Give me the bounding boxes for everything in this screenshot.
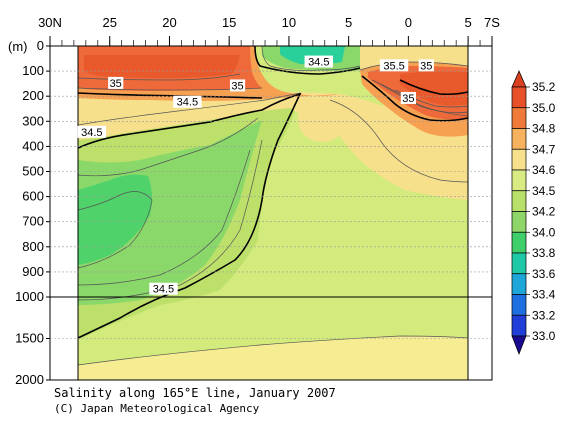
x-tick-label: 30N [38,15,62,30]
colorbar-label: 34.0 [532,225,556,239]
contour-line [261,45,361,71]
contour-label: 35 [231,80,243,92]
contour-label-bg [108,76,124,89]
colorbar-label: 33.6 [532,267,556,281]
axis-frame [49,45,493,381]
colorbar-label: 34.2 [532,205,556,219]
contour-label-bg [149,282,178,295]
contour-label: 35 [420,60,432,72]
chart-title: Salinity along 165°E line, January 2007 [54,386,336,400]
colorbar-label: 34.7 [532,142,556,156]
contour-label: 34.5 [153,284,174,296]
y-axis-ticks: 0 100 200 300 400 500 600 700 800 900 1000 1500 2000 [15,38,50,387]
colorbar-label: 34.6 [532,163,556,177]
fill-green-tongue [78,120,262,305]
contour-label-bg [173,95,202,108]
colorbar-label: 34.8 [532,122,556,136]
colorbar-segment [511,231,527,254]
colorbar-segment [511,190,527,212]
y-tick-label: 2000 [15,372,44,387]
x-tick-label: 5 [464,15,471,30]
colorbar-label: 33.0 [532,329,556,343]
fill-lens-5n [298,98,346,142]
fill-deep-yellow [78,336,468,380]
chart-credit: (C) Japan Meteorological Agency [54,402,260,415]
x-tick-label: 7S [484,15,500,30]
contour-label-bg [418,59,434,72]
contour-line [77,92,301,126]
contour-line [77,73,241,81]
y-axis-unit-label: (m) [8,39,28,54]
colorbar-segment [511,128,527,150]
contour-line [77,117,259,177]
contour-34-5-main [77,92,302,339]
colorbar-segment [511,148,527,171]
y-tick-label: 500 [22,164,44,179]
contour-label: 34.5 [177,97,198,109]
contour-label: 35.5 [383,60,404,72]
fill-light-yellow-top [78,92,468,200]
contour-line [359,61,469,71]
y-tick-label: 1000 [15,289,44,304]
x-tick-label: 5 [345,15,352,30]
y-tick-label: 200 [22,88,44,103]
grid-lines [50,70,492,339]
colorbar-segment [511,169,527,192]
contour-35-equatorial [361,75,469,122]
colorbar-segment [511,252,527,275]
contour-34-5-surface [254,45,361,75]
y-tick-label: 300 [22,113,44,128]
contour-line [77,191,153,269]
colorbar-segment [511,107,527,129]
fill-very-high-north [84,55,240,78]
x-axis-minor-ticks [49,40,493,46]
colorbar-label: 33.2 [532,308,556,322]
contour-line [329,99,469,183]
colorbar-label: 33.8 [532,246,556,260]
contour-35-5-equatorial [399,79,469,96]
y-tick-label: 100 [22,63,44,78]
contour-label-bg [304,55,333,68]
fill-equatorial-yellow [330,120,468,200]
x-tick-label: 25 [102,15,116,30]
contour-label-bg [229,79,246,92]
contour-label: 34.5 [308,57,329,69]
colorbar-segment [511,273,527,295]
colorbar-label: 35.2 [532,80,556,94]
contour-label-bg [77,125,107,138]
colorbar-segment [511,314,527,337]
colorbar: 35.2 35.0 34.8 34.7 34.6 34.5 34.2 34.0 33.8 33.6… [511,70,556,355]
contour-label-bg [379,59,409,72]
x-tick-label: 15 [222,15,236,30]
contour-label: 34.5 [81,127,102,139]
y-tick-label: 600 [22,189,44,204]
fill-equatorial-deep-red [400,71,468,106]
y-tick-label: 900 [22,264,44,279]
contour-label-bg [400,91,416,104]
colorbar-label: 35.0 [532,101,556,115]
y-tick-label: 0 [37,38,44,53]
y-tick-label: 700 [22,214,44,229]
contour-line [379,83,469,114]
fill-green-strong [78,174,153,265]
contour-line [77,335,469,366]
contour-labels: 34.5 35 35.5 35 35 34.5 34.5 35 34.5 [77,55,434,296]
colorbar-segment [511,211,527,233]
colorbar-segment [511,86,527,109]
colorbar-min-extension [511,335,527,355]
colorbar-label: 34.5 [532,184,556,198]
contour-label: 35 [402,93,414,105]
x-tick-label: 10 [282,15,296,30]
contour-line [77,149,251,286]
y-tick-label: 1500 [15,331,44,346]
y-tick-label: 400 [22,138,44,153]
x-tick-label: 0 [405,15,412,30]
colorbar-segment [511,294,527,316]
y-tick-label: 800 [22,239,44,254]
contour-label: 35 [110,78,122,90]
colorbar-label: 33.4 [532,288,556,302]
x-tick-label: 20 [162,15,176,30]
